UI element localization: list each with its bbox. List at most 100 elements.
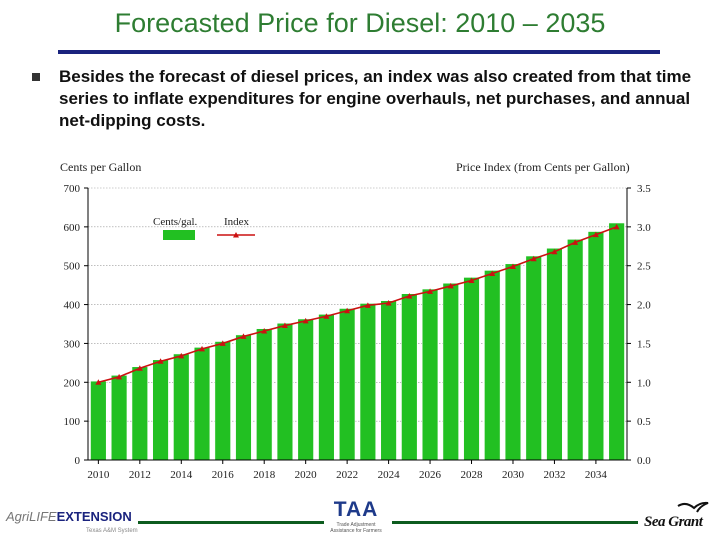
index-line-series <box>95 223 620 385</box>
index-point <box>178 352 185 359</box>
y2-tick-label: 1.0 <box>637 377 651 389</box>
x-tick-label: 2020 <box>295 469 318 481</box>
index-point <box>530 255 537 262</box>
index-point <box>551 248 558 255</box>
title-underline <box>58 50 660 54</box>
index-point <box>406 293 413 299</box>
index-point <box>261 327 268 334</box>
index-point <box>364 302 371 308</box>
index-point <box>489 270 496 276</box>
index-point <box>592 231 599 238</box>
x-tick-label: 2014 <box>170 469 193 481</box>
bar <box>380 300 397 461</box>
bar <box>566 238 584 461</box>
index-point <box>219 340 226 346</box>
legend-label-bars: Cents/gal. <box>153 216 198 228</box>
bar <box>359 303 377 461</box>
x-tick-label: 2024 <box>378 469 401 481</box>
legend-swatch-marker <box>233 232 239 238</box>
bar <box>256 328 273 461</box>
x-tick-label: 2034 <box>585 469 608 481</box>
index-point <box>95 379 102 385</box>
y2-tick-label: 0.5 <box>637 416 651 428</box>
footer-rule-left <box>138 521 324 524</box>
right-axis-title: Price Index (from Cents per Gallon) <box>456 160 630 174</box>
index-point <box>199 345 206 352</box>
bar <box>214 341 231 461</box>
y-tick-label: 0 <box>75 455 81 467</box>
bar <box>484 270 501 461</box>
x-tick-label: 2030 <box>502 469 525 481</box>
y-tick-label: 100 <box>64 416 81 428</box>
x-tick-label: 2018 <box>253 469 276 481</box>
slide-title: Forecasted Price for Diesel: 2010 – 2035 <box>114 8 606 38</box>
y2-tick-label: 3.0 <box>637 222 651 234</box>
y-tick-label: 500 <box>64 261 81 273</box>
y2-tick-label: 3.5 <box>637 183 651 195</box>
x-tick-label: 2012 <box>129 469 151 481</box>
bar <box>608 222 625 461</box>
bar <box>276 322 294 461</box>
index-point <box>157 358 164 364</box>
seagull-icon <box>677 501 709 513</box>
bar <box>401 293 418 461</box>
bar <box>525 255 542 461</box>
index-point <box>427 288 434 294</box>
y-tick-label: 700 <box>64 183 81 195</box>
bar <box>338 308 356 461</box>
index-point <box>572 239 579 245</box>
y2-tick-label: 2.5 <box>637 261 651 273</box>
footer-rule-right <box>392 521 638 524</box>
bar <box>318 313 335 461</box>
index-point <box>281 322 288 329</box>
sea-grant-logo: Sea Grant <box>642 500 718 536</box>
y-tick-label: 600 <box>64 222 81 234</box>
bar <box>193 347 211 461</box>
bar <box>504 263 522 461</box>
index-point <box>323 313 330 319</box>
y-tick-label: 200 <box>64 377 81 389</box>
taa-logo: TAA Trade Adjustment Assistance for Farm… <box>330 498 382 534</box>
x-tick-label: 2010 <box>87 469 110 481</box>
x-tick-label: 2022 <box>336 469 358 481</box>
x-tick-label: 2016 <box>212 469 235 481</box>
index-point <box>468 277 475 283</box>
bar <box>421 288 439 461</box>
bar <box>587 231 605 461</box>
bar <box>152 359 169 461</box>
index-point <box>447 282 454 289</box>
bar <box>546 247 563 461</box>
bar <box>90 380 107 461</box>
left-axis-title: Cents per Gallon <box>60 160 141 174</box>
y-tick-label: 400 <box>64 300 81 312</box>
index-point <box>613 223 620 230</box>
x-tick-label: 2028 <box>461 469 484 481</box>
bar <box>297 318 314 461</box>
x-tick-label: 2032 <box>543 469 565 481</box>
bar <box>110 374 128 461</box>
index-point <box>344 307 351 314</box>
bar <box>131 366 149 461</box>
index-point <box>116 373 123 380</box>
axis-labels: 0 100 200 300 400 500 600 700 0.0 0.5 1.0 1.5 2.0 2.5… <box>60 160 651 481</box>
y2-tick-label: 1.5 <box>637 338 651 350</box>
legend-label-line: Index <box>224 216 250 228</box>
y2-tick-label: 2.0 <box>637 300 651 312</box>
bar <box>173 353 190 461</box>
index-point <box>302 317 309 324</box>
bar <box>235 334 252 461</box>
legend: Cents/gal. Index <box>153 216 255 240</box>
x-tick-label: 2026 <box>419 469 442 481</box>
y2-tick-label: 0.0 <box>637 455 651 467</box>
index-point <box>385 300 392 306</box>
y-tick-label: 300 <box>64 338 81 350</box>
legend-swatch-bars <box>163 230 195 240</box>
bullet-marker <box>32 73 40 81</box>
index-point <box>136 365 143 371</box>
bar-series <box>90 222 625 461</box>
bar <box>463 277 480 461</box>
agrilife-extension-logo: AgriLIFEEXTENSION Texas A&M System <box>6 509 138 534</box>
bullet-text: Besides the forecast of diesel prices, a… <box>59 67 692 130</box>
index-point <box>509 263 516 269</box>
